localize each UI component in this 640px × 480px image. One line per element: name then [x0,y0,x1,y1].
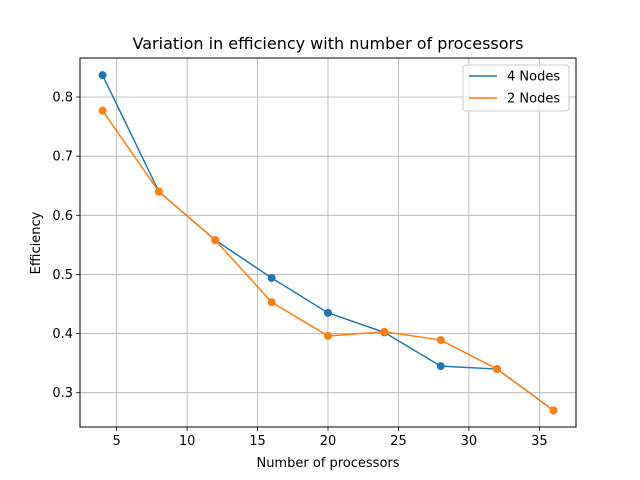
chart-title: Variation in efficiency with number of p… [133,34,524,53]
x-tick-label: 10 [179,434,196,449]
y-tick-label: 0.4 [52,327,73,342]
data-point [324,308,332,317]
data-point [98,106,107,115]
legend: 4 Nodes 2 Nodes [462,64,570,112]
x-axis-label: Number of processors [256,456,399,471]
data-point [380,327,389,336]
data-point [98,71,107,80]
data-point [154,187,163,196]
series-layer [98,71,558,415]
data-point [211,236,220,245]
x-tick-label: 35 [531,434,548,449]
legend-entry: 2 Nodes [507,92,560,107]
data-point [267,273,276,282]
x-tick-label: 25 [390,434,407,449]
x-tick-label: 30 [461,434,478,449]
data-point [324,331,332,340]
data-point [436,336,445,345]
y-tick-label: 0.3 [52,386,73,401]
data-point [436,362,445,371]
grid [80,58,576,427]
data-point [549,406,558,415]
y-tick-label: 0.6 [52,209,73,224]
ticks: 5 10 15 20 25 30 35 0.3 0.4 0.5 0.6 0.7 0.8 [52,91,547,449]
y-tick-label: 0.7 [52,150,73,165]
data-point [267,298,276,307]
data-point [493,365,502,374]
legend-entry: 4 Nodes [507,70,560,85]
y-axis-label: Efficiency [29,211,44,274]
x-tick-label: 15 [249,434,266,449]
y-tick-label: 0.8 [52,91,73,106]
y-tick-label: 0.5 [52,268,73,283]
x-tick-label: 20 [320,434,337,449]
x-tick-label: 5 [112,434,120,449]
